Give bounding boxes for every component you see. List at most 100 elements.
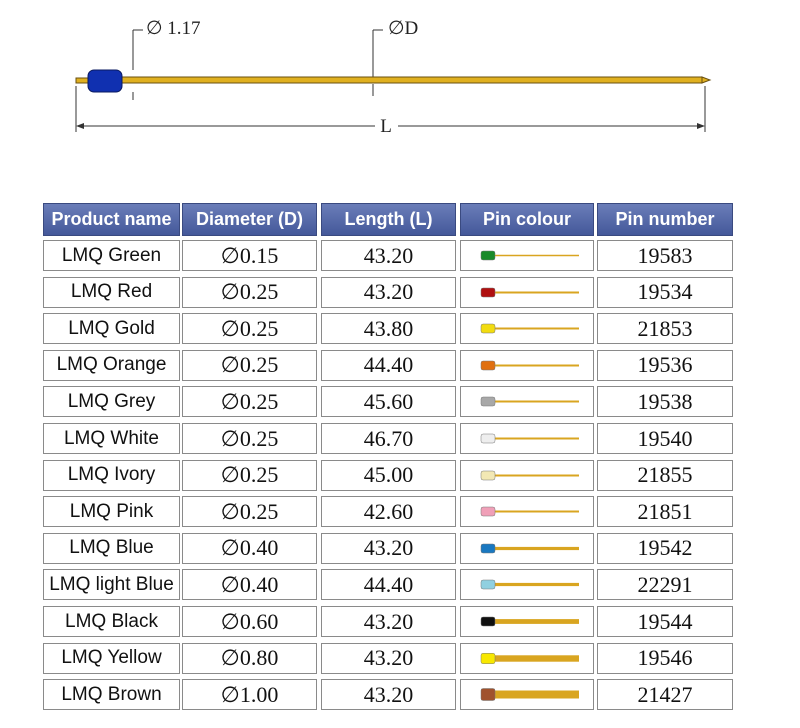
diameter: ∅0.80 [182, 642, 317, 674]
length: 43.20 [321, 532, 456, 564]
pin-shaft [483, 291, 579, 294]
diameter: ∅0.25 [182, 276, 317, 308]
diameter: ∅0.60 [182, 606, 317, 637]
diameter: ∅0.25 [182, 459, 317, 491]
pin-head [480, 250, 496, 261]
pin-head [480, 470, 496, 480]
product-name: LMQ Red [43, 276, 180, 308]
pin-shaft [483, 546, 579, 550]
length: 43.20 [321, 276, 456, 308]
diameter: ∅0.40 [182, 532, 317, 564]
pin-shaft [483, 400, 579, 403]
product-name: LMQ Pink [43, 496, 180, 528]
pin-colour-cell [460, 606, 594, 637]
pin-head [480, 580, 496, 590]
length: 43.20 [321, 642, 456, 674]
product-name: LMQ Blue [43, 532, 180, 564]
pin-head [480, 360, 496, 371]
length: 43.20 [321, 606, 456, 637]
pin-icon [480, 652, 579, 664]
product-name: LMQ Gold [43, 313, 180, 345]
pin-number: 21851 [597, 496, 733, 528]
pin-number: 21853 [597, 313, 733, 345]
diameter: ∅0.25 [182, 313, 317, 345]
pin-colour-cell [460, 532, 594, 564]
length: 46.70 [321, 423, 456, 454]
pin-shaft [483, 254, 579, 257]
length: 43.20 [321, 679, 456, 711]
pin-diagram: ∅ 1.17 ∅D L [75, 18, 712, 137]
pin-colour-cell [460, 276, 594, 308]
diameter: ∅0.40 [182, 569, 317, 601]
pin-number: 19542 [597, 532, 733, 564]
pin-number: 19536 [597, 349, 733, 381]
pin-icon [480, 580, 579, 590]
pin-icon [480, 543, 579, 554]
pin-colour-cell [460, 496, 594, 528]
length: 42.60 [321, 496, 456, 528]
length: 44.40 [321, 349, 456, 381]
pin-colour-cell [460, 642, 594, 674]
pin-shaft [483, 654, 579, 662]
header-cell: Diameter (D) [182, 203, 317, 236]
pin-number: 19583 [597, 240, 733, 271]
pin-colour-cell [460, 313, 594, 345]
product-name: LMQ Ivory [43, 459, 180, 491]
pin-colour-cell [460, 569, 594, 601]
product-name: LMQ Grey [43, 386, 180, 418]
header-cell: Pin colour [460, 203, 594, 236]
pin-head [480, 397, 496, 407]
length: 43.80 [321, 313, 456, 345]
header-cell: Product name [43, 203, 180, 236]
pin-colour-cell [460, 679, 594, 711]
pin-number: 19546 [597, 642, 733, 674]
pin-shaft [483, 690, 579, 699]
pin-head [480, 287, 496, 297]
pin-shaft [483, 364, 579, 367]
header-cell: Length (L) [321, 203, 456, 236]
pin-icon [480, 470, 579, 480]
pin-head [480, 433, 496, 444]
pin-icon [480, 506, 579, 517]
diameter: ∅0.25 [182, 386, 317, 418]
pin-icon [480, 616, 579, 627]
diameter: ∅0.25 [182, 349, 317, 381]
pin-colour-cell [460, 240, 594, 271]
pin-shaft [483, 583, 579, 587]
pin-colour-cell [460, 423, 594, 454]
pin-shaft [483, 510, 579, 513]
pin-number: 19538 [597, 386, 733, 418]
pin-shaft [483, 327, 579, 330]
pin-head [480, 616, 496, 627]
pin-shaft [483, 437, 579, 440]
pin-head [480, 652, 496, 664]
diameter: ∅0.25 [182, 496, 317, 528]
pin-icon [480, 250, 579, 261]
pin-head [480, 506, 496, 517]
pin-icon [480, 360, 579, 371]
pin-colour-cell [460, 459, 594, 491]
product-name: LMQ Orange [43, 349, 180, 381]
pin-icon [480, 397, 579, 407]
pin-shaft [483, 474, 579, 477]
diameter: ∅0.15 [182, 240, 317, 271]
pin-icon [480, 323, 579, 334]
head-diameter-label: ∅ 1.17 [146, 18, 201, 39]
shaft-diameter-label: ∅D [388, 18, 418, 39]
pin-colour-cell [460, 386, 594, 418]
pin-head [480, 543, 496, 554]
product-name: LMQ Yellow [43, 642, 180, 674]
pin-shaft [483, 619, 579, 624]
pin-icon [480, 688, 579, 701]
diameter: ∅1.00 [182, 679, 317, 711]
product-name: LMQ Green [43, 240, 180, 271]
length: 45.00 [321, 459, 456, 491]
pin-colour-cell [460, 349, 594, 381]
product-name: LMQ Brown [43, 679, 180, 711]
pin-number: 22291 [597, 569, 733, 601]
pin-head [480, 323, 496, 334]
pin-head [480, 688, 496, 701]
header-cell: Pin number [597, 203, 733, 236]
pin-number: 19544 [597, 606, 733, 637]
